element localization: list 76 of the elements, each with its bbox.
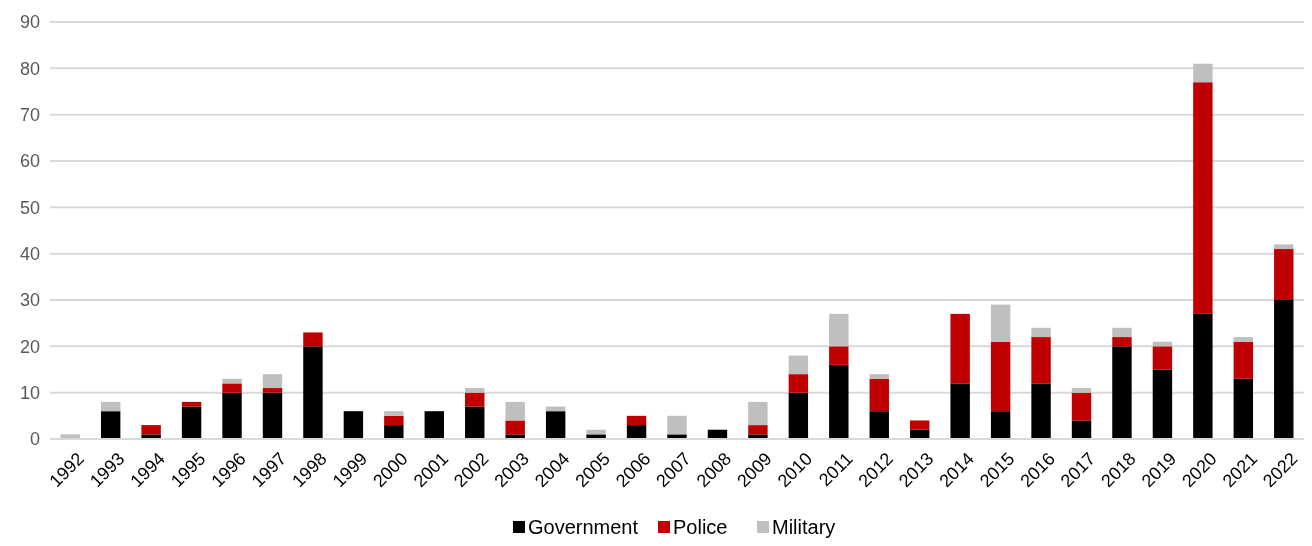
bar bbox=[667, 415, 687, 435]
bar bbox=[1274, 244, 1294, 250]
y-tick-label: 70 bbox=[19, 104, 40, 125]
bar bbox=[303, 332, 323, 347]
y-tick-label: 60 bbox=[19, 151, 40, 172]
bar bbox=[1193, 63, 1213, 83]
bar bbox=[1112, 327, 1132, 338]
bar bbox=[990, 304, 1011, 342]
bar bbox=[1193, 82, 1213, 314]
bar bbox=[829, 346, 849, 365]
bar bbox=[384, 411, 404, 416]
bar bbox=[1233, 378, 1254, 439]
bar bbox=[1274, 300, 1294, 439]
bar bbox=[424, 411, 444, 439]
y-tick-label: 10 bbox=[19, 382, 40, 403]
bar bbox=[829, 364, 849, 439]
bar bbox=[505, 401, 525, 421]
bar bbox=[1112, 337, 1132, 347]
legend-label: Military bbox=[772, 516, 836, 538]
bar bbox=[1193, 313, 1213, 439]
y-tick-label: 50 bbox=[19, 197, 40, 218]
bar bbox=[950, 313, 970, 384]
bar bbox=[910, 420, 930, 430]
bar bbox=[788, 392, 809, 439]
bar bbox=[1031, 337, 1051, 384]
legend-label: Police bbox=[673, 516, 728, 538]
bar bbox=[869, 378, 889, 412]
bar bbox=[748, 401, 768, 426]
bar bbox=[1233, 341, 1254, 379]
bar bbox=[343, 411, 364, 439]
bar bbox=[465, 388, 485, 393]
bar bbox=[788, 355, 809, 375]
legend-label: Government bbox=[528, 516, 639, 538]
bar bbox=[384, 425, 404, 439]
bar bbox=[222, 392, 242, 439]
bar bbox=[465, 392, 485, 407]
bar bbox=[1031, 383, 1051, 439]
bar bbox=[262, 388, 283, 393]
y-tick-label: 90 bbox=[19, 12, 40, 33]
bar bbox=[950, 383, 970, 439]
bar bbox=[990, 411, 1011, 439]
bar bbox=[626, 425, 647, 439]
bar bbox=[545, 411, 566, 439]
bar bbox=[303, 346, 323, 439]
bar bbox=[465, 406, 485, 439]
bar bbox=[100, 411, 121, 439]
bar bbox=[181, 401, 202, 407]
bar bbox=[1152, 369, 1173, 439]
bar bbox=[1152, 346, 1173, 370]
bar bbox=[262, 374, 283, 389]
bar bbox=[141, 425, 161, 435]
bar bbox=[1112, 346, 1132, 439]
bar bbox=[181, 406, 202, 439]
bar bbox=[1071, 388, 1092, 393]
bar bbox=[788, 374, 809, 393]
y-tick-label: 0 bbox=[29, 429, 40, 450]
bar bbox=[626, 415, 647, 426]
bar bbox=[262, 392, 283, 439]
bar bbox=[505, 420, 525, 435]
bar bbox=[1031, 327, 1051, 338]
bar bbox=[990, 341, 1011, 412]
y-tick-label: 20 bbox=[19, 336, 40, 357]
bar bbox=[1274, 249, 1294, 300]
bar bbox=[1071, 420, 1092, 439]
bar bbox=[869, 374, 889, 379]
y-tick-label: 30 bbox=[19, 290, 40, 311]
bar bbox=[384, 415, 404, 426]
y-tick-label: 40 bbox=[19, 243, 40, 264]
bar bbox=[869, 411, 889, 439]
bar bbox=[222, 383, 242, 393]
bar bbox=[100, 401, 121, 412]
bar bbox=[1071, 392, 1092, 421]
y-tick-label: 80 bbox=[19, 58, 40, 79]
bar bbox=[1233, 337, 1254, 342]
bar bbox=[748, 425, 768, 435]
bar bbox=[829, 313, 849, 347]
